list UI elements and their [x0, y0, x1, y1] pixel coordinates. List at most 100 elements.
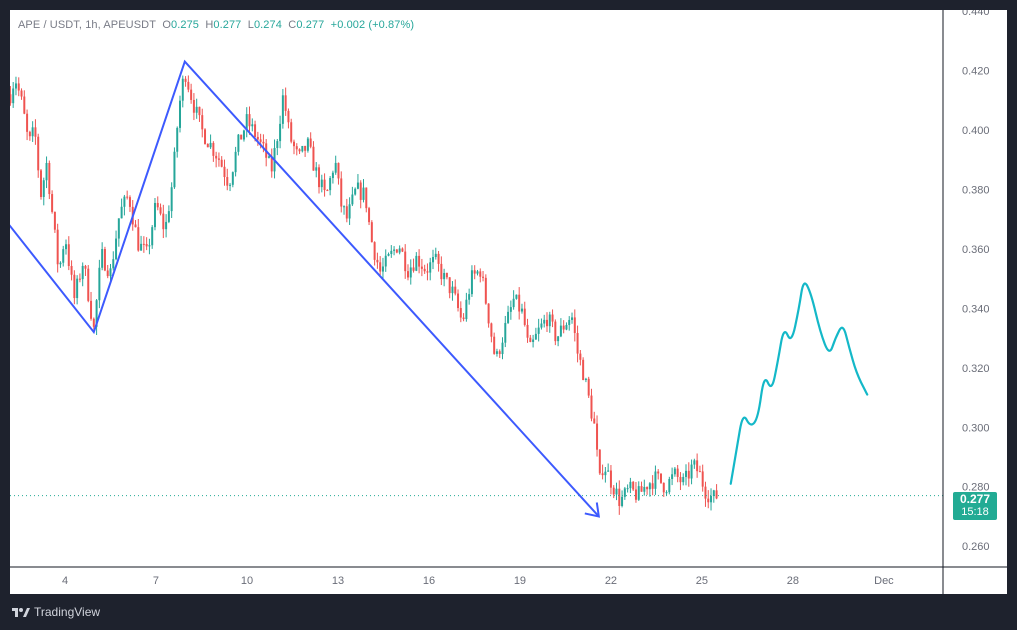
candle-body	[443, 272, 446, 280]
price-tick-label: 0.280	[962, 482, 990, 494]
candle-body	[179, 100, 182, 128]
price-tick-label: 0.320	[962, 363, 990, 375]
candle-body	[348, 204, 351, 219]
candle-body	[423, 268, 426, 272]
candle-body	[198, 106, 201, 116]
candle-body	[412, 267, 415, 271]
candle-body	[276, 141, 279, 148]
candle-body	[298, 149, 301, 152]
candle-body	[448, 277, 451, 294]
candle-body	[28, 131, 31, 137]
candle-body	[45, 162, 48, 181]
candle-body	[120, 206, 123, 219]
time-tick-label: 22	[605, 575, 617, 587]
candle-body	[437, 253, 440, 264]
candle-body	[387, 254, 390, 256]
candle-body	[710, 495, 713, 503]
candle-body	[512, 298, 515, 308]
candle-body	[409, 267, 412, 278]
candle-body	[234, 151, 237, 173]
time-tick-label: 13	[332, 575, 344, 587]
candle-body	[248, 114, 251, 127]
candle-body	[190, 89, 193, 100]
candle-body	[465, 299, 468, 320]
candle-body	[568, 319, 571, 325]
candle-body	[170, 187, 173, 212]
candle-body	[128, 197, 131, 207]
candle-body	[81, 265, 84, 280]
candle-body	[343, 206, 346, 208]
candle-body	[548, 314, 551, 327]
candle-body	[145, 244, 148, 247]
candle-body	[507, 311, 510, 323]
candle-body	[618, 488, 621, 506]
candle-body	[395, 249, 398, 253]
candle-body	[579, 353, 582, 360]
candle-body	[34, 127, 37, 137]
candle-body	[406, 271, 409, 278]
candle-body	[632, 481, 635, 490]
candle-body	[498, 351, 501, 355]
candle-body	[92, 318, 95, 327]
time-tick-label: Dec	[874, 575, 894, 587]
candle-body	[106, 270, 109, 277]
candle-body	[648, 483, 651, 490]
candlestick-chart[interactable]: 0.260 0.280 0.300 0.320 0.340 0.360 0.380 0.400…	[10, 10, 1007, 594]
candle-body	[209, 142, 212, 148]
axes-layer: 0.260 0.280 0.300 0.320 0.340 0.360 0.380 0.400…	[10, 10, 1007, 594]
candle-body	[192, 99, 195, 113]
candle-body	[73, 274, 76, 299]
candle-body	[323, 179, 326, 191]
candle-body	[115, 238, 118, 260]
candle-body	[420, 266, 423, 269]
candle-body	[451, 286, 454, 294]
candle-body	[551, 314, 554, 322]
candle-body	[23, 96, 26, 114]
candle-body	[376, 259, 379, 263]
candle-body	[490, 323, 493, 337]
candle-body	[432, 257, 435, 263]
ohlc-high-key: H	[205, 19, 214, 31]
candle-body	[518, 294, 521, 312]
time-tick-label: 7	[153, 575, 159, 587]
candle-body	[184, 78, 187, 82]
zigzag-arrowhead	[584, 502, 601, 518]
last-price-value: 0.277	[959, 492, 991, 506]
candle-body	[557, 336, 560, 342]
candle-body	[204, 129, 207, 144]
candle-body	[440, 263, 443, 280]
candle-body	[326, 190, 329, 192]
candle-body	[231, 172, 234, 185]
tradingview-brand[interactable]: TradingView	[12, 603, 100, 621]
candle-body	[365, 187, 368, 209]
candle-body	[318, 167, 321, 188]
candle-body	[540, 323, 543, 328]
chart-pane[interactable]: 0.260 0.280 0.300 0.320 0.340 0.360 0.380 0.400…	[10, 10, 1007, 594]
candle-body	[590, 395, 593, 419]
ohlc-close-key: C	[288, 19, 297, 31]
candle-body	[646, 486, 649, 490]
candle-body	[340, 178, 343, 207]
candle-body	[279, 123, 282, 142]
candle-body	[17, 83, 20, 91]
candle-body	[240, 134, 243, 140]
candle-body	[459, 308, 462, 318]
price-tick-label: 0.400	[962, 125, 990, 137]
price-tick-label: 0.360	[962, 244, 990, 256]
candle-body	[290, 122, 293, 142]
candle-body	[529, 337, 532, 342]
candle-body	[665, 492, 668, 494]
candle-body	[593, 418, 596, 424]
candle-body	[354, 188, 357, 195]
candle-body	[704, 486, 707, 499]
candle-body	[165, 221, 168, 230]
candle-body	[126, 196, 129, 198]
candle-body	[245, 114, 248, 131]
candle-body	[103, 249, 106, 271]
candle-body	[229, 184, 232, 186]
candle-body	[331, 172, 334, 179]
candle-body	[270, 156, 273, 172]
price-change: +0.002 (+0.87%)	[330, 19, 415, 31]
candle-body	[584, 378, 587, 380]
candle-body	[696, 460, 699, 472]
